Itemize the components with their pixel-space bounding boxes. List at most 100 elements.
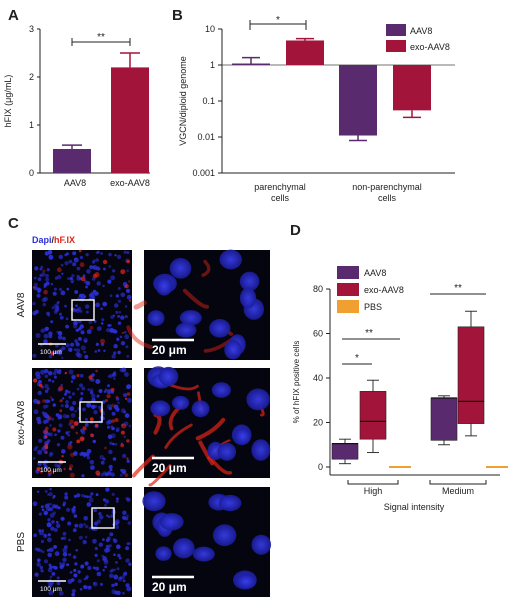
nucleus — [92, 291, 98, 297]
hfix-signal — [33, 378, 38, 383]
nucleus — [80, 428, 84, 433]
panel-d-box — [359, 391, 387, 440]
panel-b-y-tick-label: 10 — [205, 24, 215, 34]
hfix-signal — [56, 267, 62, 273]
nucleus — [115, 525, 120, 530]
hfix-signal — [42, 269, 46, 273]
nucleus — [61, 449, 66, 454]
nucleus — [36, 293, 41, 298]
nucleus — [93, 582, 96, 585]
nucleus — [58, 352, 62, 356]
nucleus — [95, 258, 99, 262]
nucleus — [115, 310, 119, 314]
nucleus — [104, 504, 107, 507]
nucleus — [114, 442, 118, 446]
roi-box — [91, 507, 115, 529]
hfix-signal — [126, 457, 129, 460]
nucleus — [74, 562, 78, 566]
nucleus — [86, 495, 89, 499]
nucleus — [113, 377, 116, 380]
panel-c-micrographs: Dapi/hF.IX AAV8 100 μm 20 μm exo-AAV8 100 μm… — [16, 235, 272, 597]
hfix-signal — [44, 435, 48, 439]
nucleus — [172, 395, 190, 410]
nucleus — [44, 251, 49, 256]
nucleus — [44, 534, 47, 537]
nucleus — [224, 340, 242, 360]
nucleus — [114, 582, 118, 587]
nucleus — [101, 538, 105, 541]
nucleus — [73, 324, 78, 329]
panel-d-y-tick-label: 0 — [318, 462, 323, 472]
nucleus — [34, 266, 39, 271]
nucleus — [51, 398, 54, 402]
micrograph-row-label: PBS — [16, 532, 27, 552]
panel-b-chart: 0.001 0.01 0.1 1 10 VGCN/diploid genome pare… — [178, 15, 455, 203]
nucleus — [79, 324, 85, 329]
nucleus — [81, 386, 86, 391]
zoom-scale-label: 20 μm — [152, 343, 187, 357]
roi-box — [79, 401, 103, 423]
nucleus — [96, 571, 102, 577]
nucleus — [48, 432, 51, 436]
nucleus — [77, 353, 83, 359]
hfix-signal — [121, 331, 125, 335]
nucleus — [60, 435, 65, 440]
nucleus — [57, 274, 62, 280]
nucleus — [76, 493, 81, 498]
nucleus — [76, 274, 80, 278]
nucleus — [113, 344, 118, 349]
nucleus — [36, 562, 41, 567]
nucleus — [98, 389, 103, 393]
panel-d-significance-label: * — [355, 353, 359, 364]
hfix-signal — [47, 469, 53, 475]
nucleus — [58, 590, 64, 596]
nucleus — [60, 384, 63, 387]
nucleus — [158, 366, 179, 387]
nucleus — [126, 586, 132, 592]
nucleus — [124, 413, 130, 418]
hfix-signal — [78, 249, 82, 253]
nucleus — [94, 546, 98, 551]
nucleus — [100, 460, 105, 465]
nucleus — [39, 267, 43, 271]
nucleus — [108, 449, 113, 455]
nucleus — [106, 420, 111, 425]
nucleus — [98, 542, 104, 547]
hfix-signal — [36, 467, 41, 471]
hfix-signal — [114, 418, 119, 422]
nucleus — [111, 411, 116, 416]
nucleus — [112, 538, 116, 541]
nucleus — [123, 435, 126, 439]
nucleus — [42, 302, 46, 307]
hfix-signal — [198, 440, 215, 466]
nucleus — [88, 526, 92, 530]
nucleus — [90, 391, 94, 395]
nucleus — [70, 578, 75, 582]
hfix-signal — [44, 429, 48, 434]
panel-b-bar — [393, 65, 431, 111]
nucleus — [44, 399, 49, 404]
nucleus — [94, 553, 98, 558]
nucleus — [74, 451, 77, 455]
nucleus — [117, 350, 121, 355]
nucleus — [62, 536, 67, 541]
nucleus — [82, 274, 86, 278]
nucleus — [239, 271, 260, 291]
nucleus — [116, 544, 121, 550]
nucleus — [116, 590, 121, 596]
hfix-signal — [67, 444, 73, 450]
nucleus — [112, 314, 116, 317]
nucleus — [159, 513, 184, 531]
nucleus — [102, 457, 106, 461]
nucleus — [43, 464, 48, 468]
nucleus — [114, 254, 117, 257]
nucleus — [55, 307, 60, 312]
nucleus — [109, 324, 112, 327]
nucleus — [98, 512, 102, 516]
nucleus — [76, 348, 81, 353]
nucleus — [33, 276, 37, 280]
nucleus — [41, 297, 47, 303]
nucleus — [58, 254, 63, 260]
panel-a-y-tick-label: 0 — [29, 168, 34, 178]
